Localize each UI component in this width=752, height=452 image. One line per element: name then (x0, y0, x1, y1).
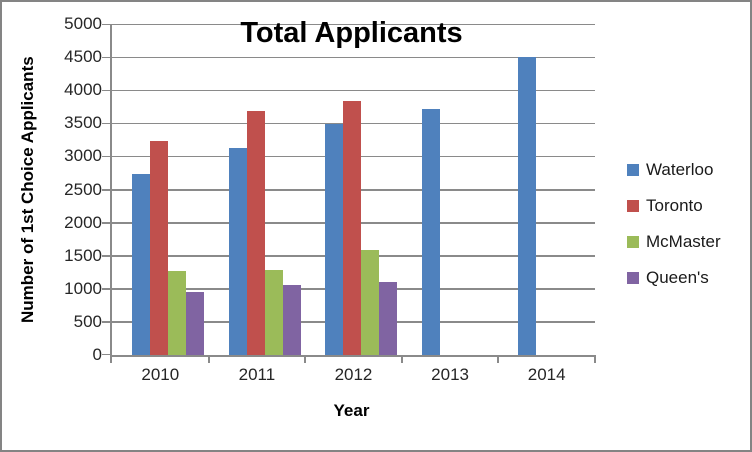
bar-waterloo-2013 (421, 109, 440, 355)
gridline-4500 (112, 56, 595, 59)
legend-swatch-waterloo (627, 163, 639, 176)
y-tick-label: 500 (73, 311, 102, 331)
y-tick-mark (102, 155, 110, 158)
y-tick-label: 1500 (64, 245, 102, 265)
legend-label-waterloo: Waterloo (646, 160, 714, 179)
x-tick-label-2014: 2014 (527, 365, 566, 384)
legend: Waterloo Toronto McMaster Queen's (627, 160, 721, 304)
y-tick-label: 1000 (64, 278, 102, 298)
y-tick-mark (102, 189, 110, 191)
legend-label-mcmaster: McMaster (646, 232, 721, 251)
x-tick-mark (594, 355, 596, 363)
x-tick-mark (207, 355, 210, 363)
y-tick-mark (102, 122, 110, 125)
x-tick-mark (497, 355, 500, 363)
y-tick-label: 2000 (64, 212, 102, 232)
y-tick-label: 2500 (64, 179, 102, 199)
legend-label-toronto: Toronto (646, 196, 703, 215)
gridline-4000 (112, 89, 595, 92)
legend-swatch-mcmaster (627, 235, 639, 248)
bar-waterloo-2012 (325, 123, 344, 355)
bar-queens-2010 (186, 292, 204, 355)
gridline-5000 (112, 23, 595, 25)
x-tick-label-2013: 2013 (431, 365, 469, 384)
bar-toronto-2010 (150, 140, 168, 355)
bar-waterloo-2014 (518, 57, 537, 355)
bar-toronto-2012 (343, 101, 362, 355)
legend-item-toronto: Toronto (627, 196, 721, 215)
chart-title: Total Applicants (240, 17, 463, 49)
legend-item-queens: Queen's (627, 268, 721, 287)
bar-queens-2011 (282, 284, 301, 355)
y-tick-label: 3500 (64, 113, 102, 133)
y-tick-mark (102, 89, 110, 92)
x-tick-label-2012: 2012 (334, 365, 373, 384)
bar-waterloo-2010 (132, 173, 150, 355)
y-tick-label: 4000 (64, 80, 102, 100)
bar-mcmaster-2010 (168, 270, 186, 355)
y-tick-mark (102, 56, 110, 59)
y-tick-mark (102, 288, 110, 290)
legend-swatch-toronto (627, 199, 639, 212)
y-tick-mark (102, 353, 110, 355)
y-tick-mark (102, 321, 110, 323)
x-tick-label-2011: 2011 (238, 365, 276, 384)
y-tick-mark (102, 255, 110, 257)
y-tick-label: 5000 (64, 14, 102, 33)
y-tick-label: 4500 (64, 47, 102, 67)
bar-toronto-2011 (246, 110, 265, 355)
x-axis-title: Year (333, 401, 370, 420)
x-tick-mark (110, 355, 112, 363)
y-tick-label: 3000 (64, 146, 102, 166)
y-tick-mark (102, 222, 110, 224)
plot-area (102, 23, 596, 363)
legend-item-mcmaster: McMaster (627, 232, 721, 251)
bar-waterloo-2011 (228, 147, 247, 355)
legend-label-queens: Queen's (646, 268, 709, 287)
x-tick-mark (400, 355, 403, 363)
y-tick-label: 0 (92, 345, 102, 364)
x-tick-label-2010: 2010 (141, 365, 180, 384)
bar-mcmaster-2011 (264, 270, 283, 355)
x-tick-mark (304, 355, 307, 363)
bar-mcmaster-2012 (361, 249, 380, 355)
bar-queens-2012 (379, 281, 398, 355)
legend-swatch-queens (627, 271, 639, 284)
legend-item-waterloo: Waterloo (627, 160, 721, 179)
y-tick-mark (102, 23, 110, 25)
